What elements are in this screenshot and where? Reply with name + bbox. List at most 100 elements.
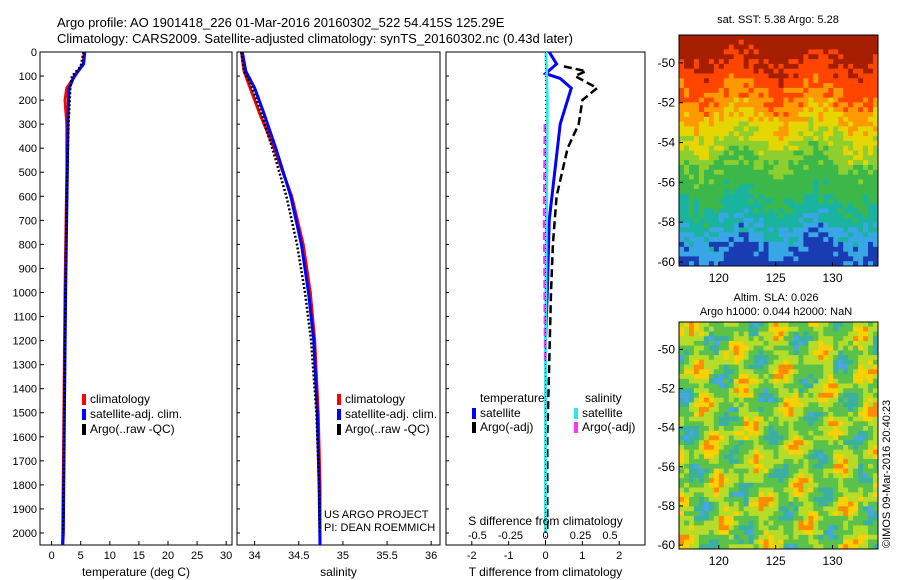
sla_map-cell (783, 511, 789, 517)
sla_map-cell (783, 340, 789, 346)
sla_map-cell (733, 416, 740, 422)
sst_map-cell (713, 87, 720, 94)
sst_map-cell (793, 92, 799, 98)
sla_map-cell (738, 397, 745, 403)
sst_map-cell (808, 97, 814, 103)
sst_map-cell (783, 150, 789, 156)
sla_map-cell (689, 468, 695, 474)
sla_map-cell (723, 468, 730, 474)
sla_map-cell (843, 539, 849, 545)
sst_map-cell (808, 251, 814, 257)
sst_map-cell (863, 155, 869, 161)
sla_map-cell (708, 478, 715, 484)
sla_map-cell (723, 534, 730, 540)
sla_map-cell (753, 402, 759, 408)
sst_map-cell (818, 261, 824, 267)
sla_map-cell (773, 416, 779, 422)
sla_map-cell (743, 482, 750, 488)
sla_map-cell (813, 534, 819, 540)
sst_map-cell (828, 59, 834, 65)
sst_map-cell (743, 87, 750, 94)
sla_map-cell (838, 369, 844, 375)
sst_map-cell (793, 189, 799, 195)
depth-tick-label: 1900 (13, 504, 37, 516)
sst_map-cell (848, 169, 854, 175)
sst_map-cell (748, 102, 754, 108)
sst_map-cell (808, 208, 814, 214)
sst_map-cell (868, 63, 874, 70)
sst_map-cell (723, 241, 730, 248)
sla_map-cell (758, 331, 764, 337)
sst_map-cell (684, 174, 690, 180)
sla_map-cell (689, 544, 695, 550)
sla_map-cell (698, 416, 705, 422)
sst_map-cell (703, 246, 710, 252)
sla_map-cell (703, 426, 710, 432)
sla_map-cell (808, 501, 814, 507)
sla_map-cell (813, 331, 819, 337)
sla_map-cell (733, 411, 740, 417)
sst_map-cell (863, 256, 869, 262)
sst_map-cell (689, 112, 695, 118)
sst_map-cell (698, 261, 705, 267)
sla_map-cell (873, 421, 879, 427)
sla_map-cell (763, 478, 769, 484)
sla_map-cell (788, 383, 794, 389)
sla_map-cell (703, 459, 710, 465)
sst_map-cell (689, 155, 695, 161)
sst_map-cell (783, 73, 789, 79)
sst_map-cell (803, 203, 809, 209)
sst_map-cell (728, 39, 735, 45)
sla_map-cell (813, 440, 819, 446)
sla_map-cell (793, 411, 799, 417)
sla_map-cell (718, 492, 725, 498)
sla_map-cell (693, 468, 700, 474)
sst_map-cell (783, 54, 789, 60)
sla_map-cell (693, 487, 700, 493)
sla_map-cell (863, 497, 869, 503)
sla_map-cell (793, 407, 799, 413)
sla_map-cell (703, 350, 710, 356)
sst_map-cell (708, 44, 715, 50)
sla_map-cell (778, 435, 784, 441)
sla_map-cell (758, 445, 764, 451)
sst_map-cell (778, 97, 784, 103)
sst_map-cell (698, 232, 705, 238)
sst_map-cell (708, 107, 715, 113)
sst_map-cell (684, 102, 690, 108)
sst_map-cell (684, 189, 690, 195)
sst_map-cell (813, 232, 819, 238)
sst_map-cell (818, 112, 824, 118)
sla_map-cell (693, 473, 700, 479)
sla_map-cell (873, 459, 879, 465)
map-y-tick-label: -56 (658, 175, 676, 189)
sla_map-cell (828, 331, 834, 337)
sla_map-cell (853, 355, 859, 361)
sst_map-cell (708, 83, 715, 89)
sla_map-cell (873, 416, 879, 422)
sst_map-cell (833, 150, 839, 156)
sst_map-cell (768, 160, 774, 166)
sla_map-cell (783, 449, 789, 455)
sst_map-cell (833, 179, 839, 185)
sst_map-cell (679, 246, 685, 252)
sla_map-cell (773, 482, 779, 488)
sst_map-cell (713, 155, 720, 161)
sst_map-cell (708, 145, 715, 151)
sla_map-cell (793, 534, 799, 540)
sst_map-cell (733, 174, 740, 180)
sla_map-cell (748, 340, 754, 346)
sst_map-cell (738, 87, 745, 94)
sst_map-cell (848, 68, 854, 74)
sst_map-cell (798, 107, 804, 113)
sla_map-cell (763, 544, 769, 550)
sst_map-cell (738, 189, 745, 195)
sst_map-cell (723, 261, 730, 267)
sst_map-cell (748, 222, 754, 228)
sst_map-cell (679, 198, 685, 204)
sla_map-cell (863, 487, 869, 493)
sla_map-cell (823, 336, 829, 342)
sla_map-cell (763, 449, 769, 455)
sst_map-cell (698, 97, 705, 103)
sst_map-cell (778, 121, 784, 127)
